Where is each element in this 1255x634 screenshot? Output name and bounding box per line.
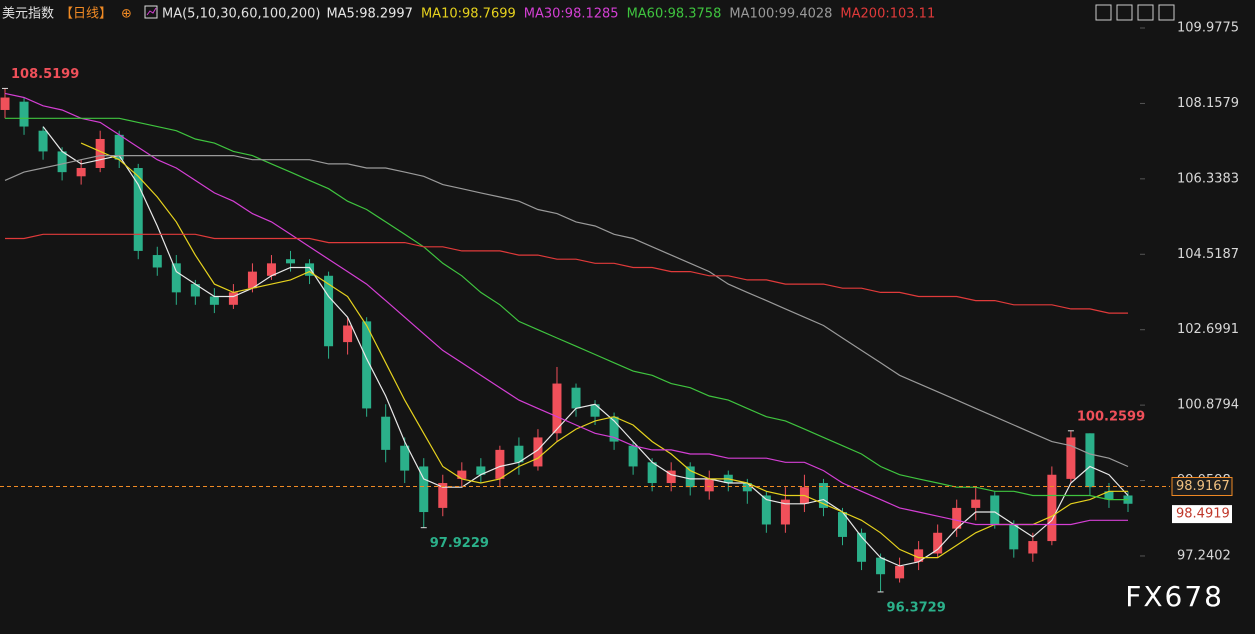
candle-body bbox=[914, 549, 924, 562]
candle-body bbox=[343, 325, 353, 343]
low-label: 96.3729 bbox=[887, 600, 946, 615]
ma-line bbox=[5, 233, 1128, 314]
candle-body bbox=[952, 507, 962, 529]
candle-body bbox=[495, 449, 505, 479]
watermark: FX678 bbox=[1125, 580, 1224, 613]
candle-body bbox=[609, 416, 619, 442]
tool-button[interactable] bbox=[1137, 4, 1154, 21]
candle-body bbox=[1066, 437, 1076, 479]
candle-body bbox=[362, 321, 372, 409]
legend-entry: MA200:103.11 bbox=[840, 7, 935, 22]
candle-body bbox=[209, 296, 219, 305]
candle-body bbox=[57, 151, 67, 173]
candle-body bbox=[381, 416, 391, 450]
price-tag-box bbox=[1172, 505, 1232, 524]
candle-body bbox=[647, 462, 657, 484]
settings-icon[interactable]: ⊕ bbox=[121, 7, 132, 22]
indicator-icon-line bbox=[146, 7, 157, 16]
candle-body bbox=[514, 445, 524, 463]
candle-body bbox=[419, 466, 429, 513]
candle-body bbox=[1085, 433, 1095, 488]
candle-body bbox=[761, 495, 771, 525]
candle-body bbox=[990, 495, 1000, 525]
tool-button[interactable] bbox=[1095, 4, 1112, 21]
chart-title: 美元指数 bbox=[2, 7, 54, 22]
candle-body bbox=[114, 134, 124, 160]
price-tag: 98.9167 bbox=[1176, 479, 1230, 494]
high-label: 100.2599 bbox=[1077, 409, 1145, 424]
candle-body bbox=[552, 383, 562, 434]
candle-body bbox=[324, 275, 334, 347]
y-tick-label: 104.5187 bbox=[1177, 247, 1239, 262]
candle-body bbox=[857, 532, 867, 562]
candle-body bbox=[19, 101, 29, 127]
candle-body bbox=[704, 478, 714, 492]
high-label: 108.5199 bbox=[11, 67, 79, 82]
candle-body bbox=[476, 466, 486, 475]
candle-body bbox=[685, 466, 695, 488]
y-tick-label: 102.6991 bbox=[1177, 322, 1239, 337]
y-tick-label: 97.2402 bbox=[1177, 548, 1231, 563]
legend-entry: MA30:98.1285 bbox=[524, 7, 619, 22]
candle-body bbox=[895, 565, 905, 579]
candle-body bbox=[76, 168, 86, 177]
candle-body bbox=[933, 532, 943, 554]
candle-body bbox=[742, 483, 752, 492]
candle-body bbox=[152, 255, 162, 268]
tool-button[interactable] bbox=[1158, 4, 1175, 21]
ma-line bbox=[4, 92, 1128, 526]
candle-body bbox=[1028, 541, 1038, 554]
ma-line bbox=[4, 155, 1129, 468]
ma-line bbox=[42, 126, 1129, 567]
candle-body bbox=[228, 292, 238, 305]
candle-body bbox=[666, 470, 676, 484]
candle-body bbox=[837, 512, 847, 537]
candle-body bbox=[971, 499, 981, 508]
candle-body bbox=[457, 470, 467, 479]
candle-body bbox=[438, 483, 448, 508]
candle-body bbox=[628, 445, 638, 467]
candle-body bbox=[171, 263, 181, 293]
ma-line bbox=[5, 117, 1128, 501]
legend-entry: MA100:99.4028 bbox=[729, 7, 832, 22]
low-label: 97.9229 bbox=[430, 536, 489, 551]
y-tick-label: 109.9775 bbox=[1177, 21, 1239, 36]
candle-body bbox=[1047, 474, 1057, 542]
candle-body bbox=[1009, 524, 1019, 550]
period[interactable]: 【日线】 bbox=[60, 7, 112, 22]
candle-body bbox=[590, 404, 600, 417]
candle-body bbox=[1104, 491, 1114, 500]
candle-body bbox=[305, 263, 315, 276]
indicator: MA(5,10,30,60,100,200) bbox=[162, 7, 320, 22]
candle-body bbox=[876, 557, 886, 575]
legend-entry: MA5:98.2997 bbox=[326, 7, 413, 22]
candle-body bbox=[133, 168, 143, 251]
price-tag: 98.4919 bbox=[1176, 507, 1230, 522]
candle-body bbox=[95, 138, 105, 169]
candle-body bbox=[286, 259, 296, 264]
y-tick-label: 108.1579 bbox=[1177, 96, 1239, 111]
ma-line bbox=[80, 142, 1128, 559]
price-tag-box bbox=[1171, 476, 1233, 496]
legend-entry: MA60:98.3758 bbox=[627, 7, 722, 22]
candle-body bbox=[38, 130, 48, 152]
y-tick-label: 100.8794 bbox=[1177, 398, 1239, 413]
indicator-icon[interactable] bbox=[144, 5, 158, 19]
legend-entry: MA10:98.7699 bbox=[421, 7, 516, 22]
y-tick-label: 106.3383 bbox=[1177, 171, 1239, 186]
candle-body bbox=[571, 387, 581, 409]
toolbar bbox=[1095, 4, 1175, 21]
candle-body bbox=[0, 97, 10, 110]
candle-body bbox=[190, 284, 200, 297]
tool-button[interactable] bbox=[1116, 4, 1133, 21]
candle-body bbox=[533, 437, 543, 467]
candle-body bbox=[247, 271, 257, 289]
candle-body bbox=[266, 263, 276, 276]
candle-body bbox=[400, 445, 410, 471]
candle-body bbox=[780, 499, 790, 525]
candle-body bbox=[818, 483, 828, 508]
